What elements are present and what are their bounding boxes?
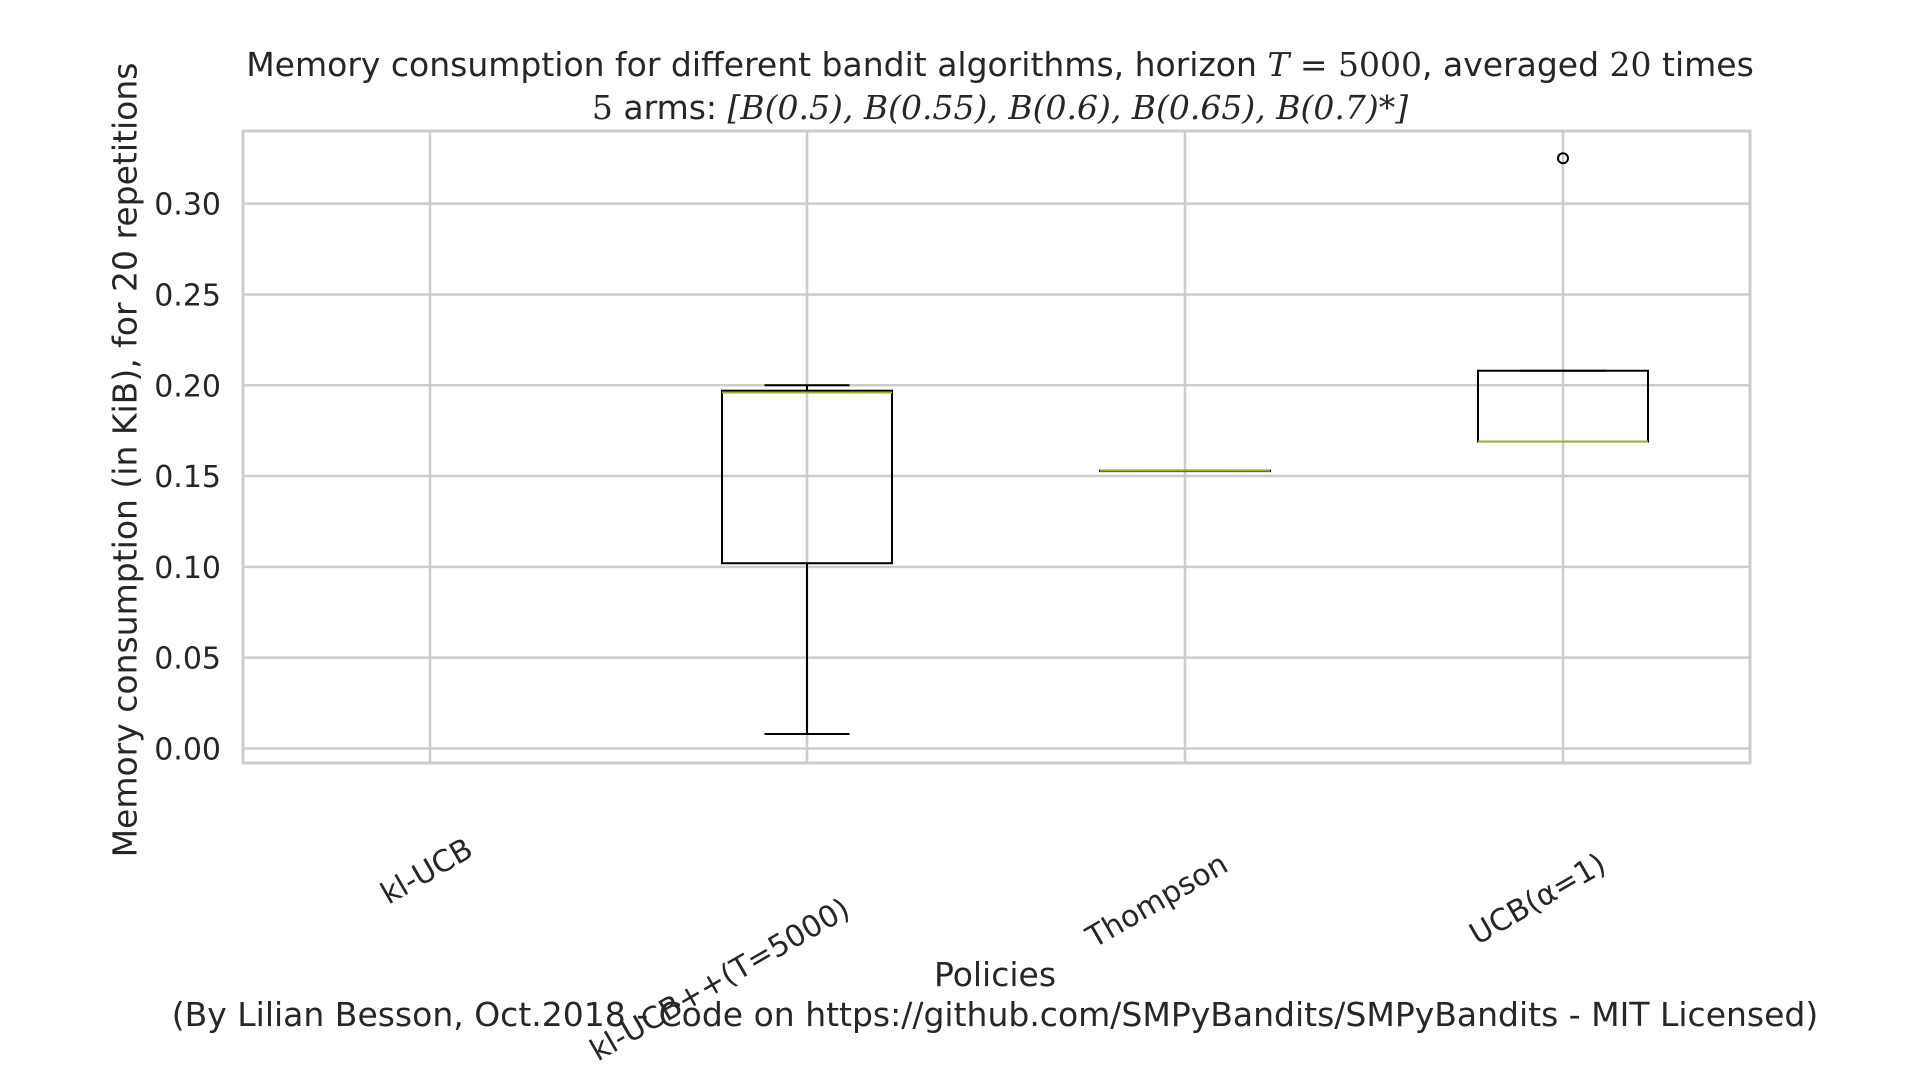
plot-frame xyxy=(241,129,1752,765)
x-tick-label: kl-UCB xyxy=(375,832,479,912)
y-tick-label: 0.30 xyxy=(154,188,221,223)
y-tick-label: 0.10 xyxy=(154,551,221,586)
y-tick-label: 0.00 xyxy=(154,732,221,767)
y-tick-label: 0.25 xyxy=(154,278,221,313)
chart-title-line1: Memory consumption for different bandit … xyxy=(246,45,1754,84)
x-tick-label: UCB(α=1) xyxy=(1464,847,1612,953)
chart-title-line2: 5 arms: [B(0.5), B(0.55), B(0.6), B(0.65… xyxy=(591,88,1409,127)
y-tick-label: 0.20 xyxy=(154,369,221,404)
y-tick-label: 0.05 xyxy=(154,642,221,677)
x-tick-label: Thompson xyxy=(1080,847,1234,956)
credit-text: (By Lilian Besson, Oct.2018 - Code on ht… xyxy=(171,995,1819,1034)
outlier-point xyxy=(1557,152,1569,165)
y-tick-label: 0.15 xyxy=(154,460,221,495)
x-axis-label: Policies xyxy=(933,955,1057,994)
box-iqr xyxy=(721,389,893,565)
